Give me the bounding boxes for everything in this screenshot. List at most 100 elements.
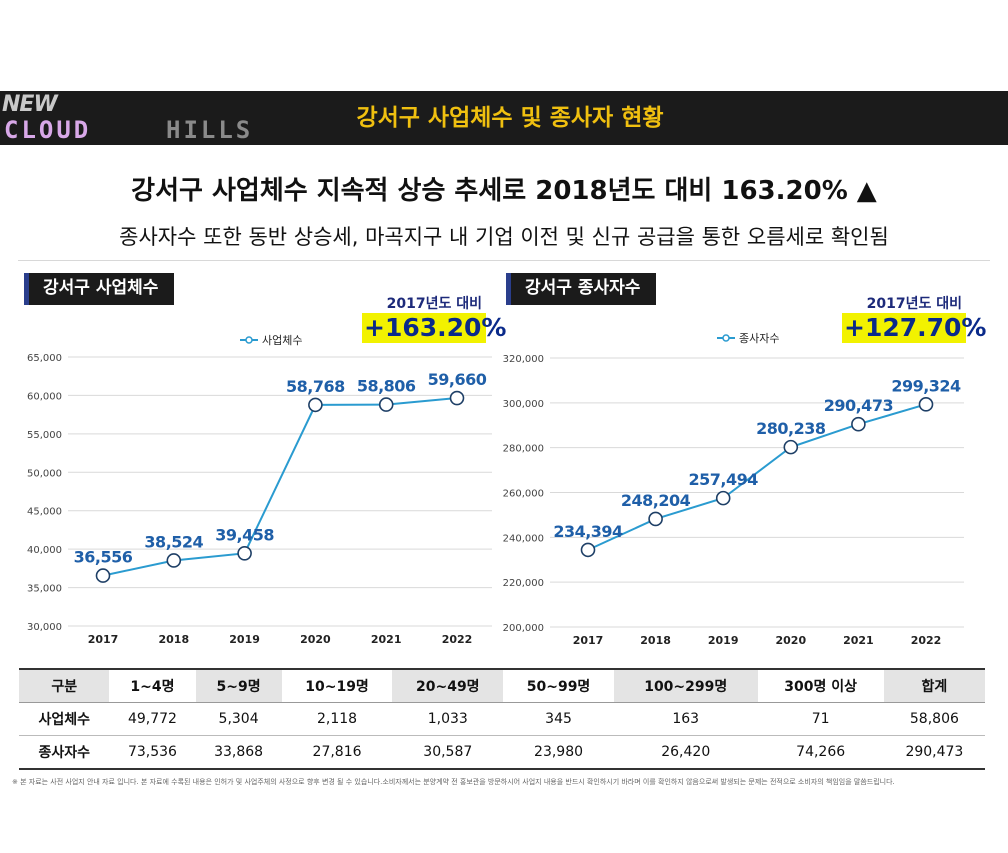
x-tick-label: 2018 — [158, 633, 189, 646]
table-header-cell: 5~9명 — [195, 668, 282, 703]
legend-label: 사업체수 — [262, 334, 302, 347]
data-point — [95, 568, 111, 583]
data-label: 58,768 — [286, 377, 345, 396]
series-line — [102, 397, 458, 577]
y-tick-label: 55,000 — [27, 430, 62, 441]
data-point — [580, 542, 596, 558]
x-tick-label: 2017 — [88, 633, 119, 646]
y-tick-label: 65,000 — [27, 353, 62, 364]
headline: 강서구 사업체수 지속적 상승 추세로 2018년도 대비 163.20% ▲ — [131, 176, 877, 206]
x-tick-label: 2020 — [300, 633, 331, 646]
table-row: 종사자수 73,536 33,868 27,816 30,587 23,980 … — [19, 735, 985, 770]
data-label: 290,473 — [824, 396, 893, 415]
table-header-cell: 50~99명 — [503, 668, 614, 703]
table-cell: 30,587 — [392, 735, 504, 770]
table-cell: 2,118 — [281, 702, 393, 736]
legend-label: 종사자수 — [739, 332, 779, 345]
table-header-cell: 100~299명 — [613, 668, 758, 703]
table-cell: 73,536 — [109, 735, 196, 770]
x-tick-label: 2019 — [708, 634, 739, 647]
x-tick-label: 2021 — [843, 634, 874, 647]
y-tick-label: 300,000 — [503, 399, 544, 410]
y-tick-label: 240,000 — [503, 533, 544, 544]
table-cell: 27,816 — [281, 735, 393, 770]
chart-tag-employees: 강서구 종사자수 — [506, 273, 656, 305]
x-tick-label: 2020 — [775, 634, 806, 647]
y-tick-label: 30,000 — [27, 622, 62, 633]
y-tick-label: 260,000 — [503, 489, 544, 500]
table-header-cell: 구분 — [19, 668, 110, 703]
x-tick-label: 2017 — [573, 634, 604, 647]
data-label: 36,556 — [74, 548, 133, 567]
table-header-cell: 10~19명 — [281, 668, 393, 703]
page-title: 강서구 사업체수 및 종사자 현황 — [356, 105, 664, 131]
data-point — [449, 390, 465, 406]
subheadline: 종사자수 또한 동반 상승세, 마곡지구 내 기업 이전 및 신규 공급을 통한… — [119, 225, 889, 249]
data-label: 280,238 — [756, 419, 826, 438]
compare-label-businesses: 2017년도 대비 — [386, 296, 482, 312]
table-cell: 74,266 — [757, 735, 884, 770]
brand-logo-hills: HILLS — [166, 116, 254, 144]
table-cell: 사업체수 — [19, 702, 110, 736]
data-point — [378, 397, 394, 412]
compare-label-employees: 2017년도 대비 — [866, 296, 962, 312]
table-cell: 290,473 — [883, 735, 985, 770]
table-cell: 종사자수 — [19, 735, 110, 770]
x-tick-label: 2022 — [911, 634, 942, 647]
y-tick-label: 280,000 — [503, 444, 544, 455]
table-cell: 345 — [503, 702, 614, 736]
y-tick-label: 220,000 — [503, 578, 544, 589]
brand-logo-new: NEW — [2, 92, 58, 117]
brand-logo-cloud: CLOUD — [4, 116, 92, 144]
y-tick-label: 60,000 — [27, 391, 62, 402]
compare-value-businesses: +163.20% — [362, 313, 507, 343]
x-tick-label: 2019 — [229, 633, 260, 646]
table-cell: 1,033 — [392, 702, 504, 736]
data-label: 38,524 — [144, 532, 203, 551]
table-cell: 49,772 — [109, 702, 196, 736]
data-point — [166, 553, 182, 568]
table-header-row: 구분 1~4명 5~9명 10~19명 20~49명 50~99명 100~29… — [19, 668, 985, 703]
data-point — [783, 439, 799, 455]
data-label: 59,660 — [428, 370, 487, 389]
chart-businesses: 30,000 35,000 40,000 45,000 50,000 55,000 60,0… — [27, 334, 492, 646]
data-label: 39,458 — [215, 525, 274, 544]
y-tick-label: 35,000 — [27, 584, 62, 595]
footnote: ※ 본 자료는 사전 사업지 안내 자료 입니다. 본 자료에 수록된 내용은 … — [12, 778, 895, 786]
chart-tag-businesses: 강서구 사업체수 — [24, 273, 174, 305]
data-point — [715, 490, 731, 506]
data-label: 257,494 — [689, 470, 759, 489]
y-tick-label: 45,000 — [27, 507, 62, 518]
table-cell: 5,304 — [195, 702, 282, 736]
legend-marker — [245, 336, 253, 344]
data-point — [308, 397, 323, 413]
y-tick-label: 200,000 — [503, 623, 544, 634]
table-row: 사업체수 49,772 5,304 2,118 1,033 345 163 71… — [19, 702, 985, 736]
table-header-cell: 1~4명 — [109, 668, 196, 703]
table-cell: 26,420 — [613, 735, 758, 770]
data-label: 299,324 — [891, 376, 961, 395]
legend-marker — [722, 334, 730, 342]
data-label: 248,204 — [621, 491, 691, 510]
x-tick-label: 2021 — [371, 633, 402, 646]
table-header-cell: 300명 이상 — [757, 668, 884, 703]
data-point — [918, 397, 934, 412]
chart-employees: 200,000 220,000 240,000 260,000 280,000 300,0… — [503, 332, 964, 647]
data-point — [237, 546, 252, 561]
series-line — [587, 403, 927, 551]
table-cell: 163 — [613, 702, 758, 736]
stats-table: 구분 1~4명 5~9명 10~19명 20~49명 50~99명 100~29… — [19, 668, 985, 770]
compare-value-employees: +127.70% — [842, 313, 987, 343]
x-tick-label: 2018 — [640, 634, 671, 647]
x-tick-label: 2022 — [442, 633, 473, 646]
y-tick-label: 50,000 — [27, 468, 62, 479]
table-cell: 71 — [757, 702, 884, 736]
table-cell: 33,868 — [195, 735, 282, 770]
data-point — [851, 416, 866, 432]
table-header-cell: 합계 — [883, 668, 985, 703]
divider — [18, 260, 990, 261]
y-tick-label: 320,000 — [503, 354, 544, 365]
table-header-cell: 20~49명 — [392, 668, 504, 703]
data-label: 234,394 — [553, 522, 623, 541]
table-cell: 58,806 — [883, 702, 985, 736]
